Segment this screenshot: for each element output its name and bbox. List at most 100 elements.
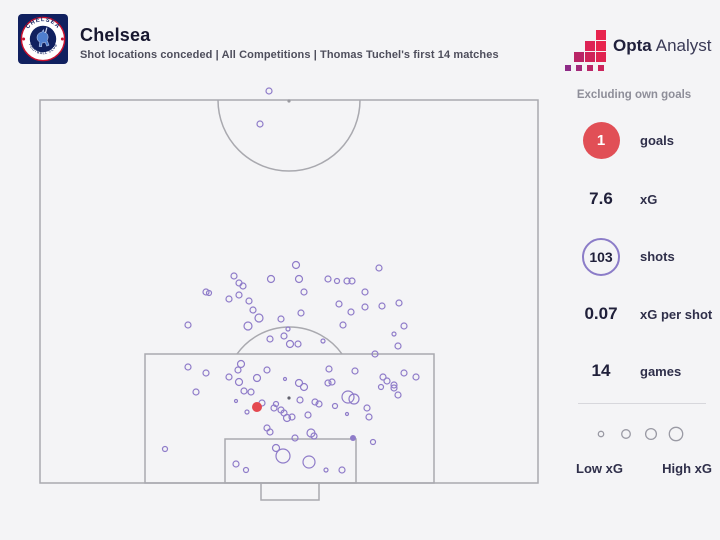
xg-per-shot-value: 0.07: [584, 304, 618, 323]
shot-marker: [294, 378, 304, 388]
xg-per-shot-label: xG per shot: [640, 306, 713, 322]
shot-marker: [378, 302, 386, 310]
shot-marker: [285, 339, 295, 349]
shot-marker: [245, 297, 253, 305]
opta-icon-block: [596, 41, 606, 51]
shot-marker: [294, 274, 304, 284]
shot-marker: [249, 306, 257, 314]
shot-marker: [266, 428, 274, 436]
shot-marker: [230, 272, 238, 280]
shot-marker: [363, 404, 371, 412]
shot-marker: [394, 342, 402, 350]
shot-marker: [383, 377, 391, 385]
shot-marker: [400, 322, 408, 330]
legend-low-xg: Low xG: [576, 461, 623, 476]
opta-logo-icon: [563, 30, 609, 74]
note-excluding-own-goals: Excluding own goals: [576, 89, 692, 101]
shot-marker: [240, 387, 248, 395]
shot-marker: [282, 413, 292, 423]
panel-divider: [578, 403, 706, 404]
goals-value-circle: 1: [582, 122, 620, 159]
shot-marker: [280, 332, 288, 340]
shot-marker: [331, 402, 339, 410]
goal-frame: [260, 482, 320, 501]
opta-icon-block: [585, 52, 595, 62]
opta-icon-block: [575, 64, 582, 71]
shot-marker: [239, 282, 247, 290]
shot-marker: [348, 277, 356, 285]
shot-marker: [296, 396, 304, 404]
shot-marker: [266, 335, 274, 343]
shot-marker: [311, 398, 319, 406]
shot-marker: [343, 277, 351, 285]
shot-marker: [254, 313, 264, 323]
shot-marker: [235, 291, 243, 299]
shot-marker: [161, 445, 169, 453]
opta-wordmark: Opta Analyst: [613, 36, 711, 56]
shot-marker: [225, 295, 233, 303]
shot-marker: [379, 373, 387, 381]
shot-marker: [271, 443, 281, 453]
shot-marker: [315, 400, 323, 408]
shots-layer: [161, 87, 420, 474]
stat-goals: 1 goals: [570, 122, 720, 159]
legend-size-circle: [597, 430, 605, 438]
shot-marker: [350, 435, 356, 441]
shot-marker: [341, 390, 355, 404]
legend-high-xg: High xG: [662, 461, 712, 476]
shot-marker: [391, 331, 397, 337]
shot-marker: [333, 277, 341, 285]
shot-marker: [377, 383, 385, 391]
opta-wordmark-light: Analyst: [655, 36, 712, 55]
shot-marker: [320, 338, 326, 344]
shot-marker: [233, 398, 239, 404]
opta-icon-block: [596, 52, 606, 62]
opta-wordmark-bold: Opta: [613, 36, 652, 55]
shot-marker: [302, 455, 316, 469]
shot-marker: [371, 350, 379, 358]
shot-marker: [304, 411, 312, 419]
shot-marker: [299, 382, 309, 392]
shot-marker: [323, 467, 329, 473]
shot-marker: [390, 384, 398, 392]
opta-icon-block: [586, 64, 593, 71]
stat-shots: 103 shots: [570, 237, 720, 276]
shot-marker: [277, 315, 285, 323]
shot-marker: [252, 373, 262, 383]
stat-xg: 7.6 xG: [570, 189, 720, 209]
shot-marker: [297, 309, 305, 317]
center-circle-arc: [217, 99, 361, 172]
shot-marker: [256, 120, 264, 128]
badge-lion: [36, 27, 50, 48]
shot-marker: [282, 376, 288, 382]
shot-marker: [184, 363, 192, 371]
shot-marker: [325, 365, 333, 373]
legend-size-circle: [621, 429, 631, 439]
shot-marker: [361, 303, 369, 311]
chelsea-badge: CHELSEA FOOTBALL CLUB: [18, 14, 68, 64]
shot-marker: [275, 448, 291, 464]
games-value: 14: [591, 361, 611, 380]
shot-marker: [236, 359, 246, 369]
shot-marker: [338, 466, 346, 474]
shot-marker: [291, 260, 301, 270]
stat-games: 14 games: [570, 361, 720, 381]
shot-marker: [232, 460, 240, 468]
shot-marker: [202, 369, 210, 377]
shot-marker: [344, 411, 350, 417]
xg-value: 7.6: [589, 189, 613, 208]
legend-size-circle: [644, 427, 658, 441]
shot-marker: [247, 388, 255, 396]
shot-marker: [412, 373, 420, 381]
shot-marker: [205, 289, 213, 297]
legend-size-circle: [668, 426, 684, 442]
shot-marker: [242, 466, 250, 474]
pitch-lines: [39, 99, 539, 501]
shot-marker: [324, 379, 332, 387]
shot-marker: [365, 413, 373, 421]
six-yard-box: [224, 438, 357, 484]
goal-marker: [252, 402, 262, 412]
shot-marker: [244, 409, 250, 415]
